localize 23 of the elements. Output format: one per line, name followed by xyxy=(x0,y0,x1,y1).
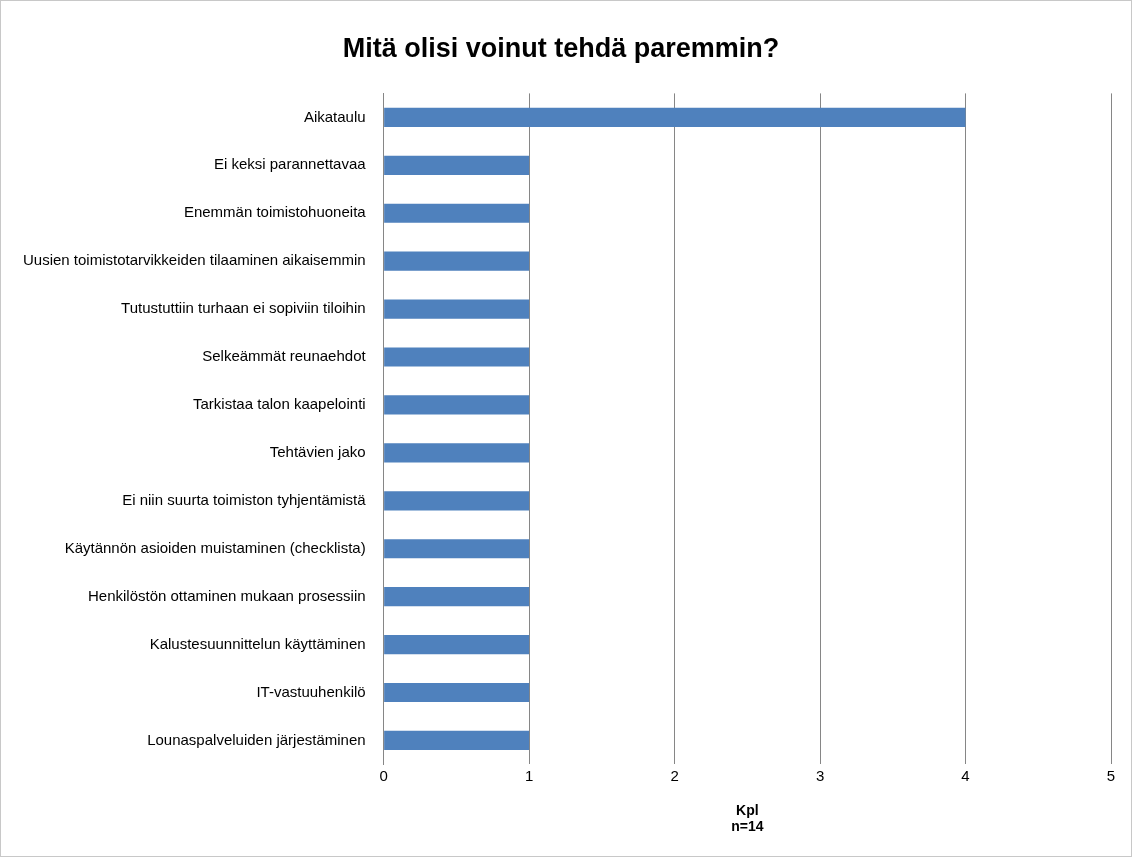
x-tick-label: 4 xyxy=(961,766,970,784)
y-tick-label: Aikataulu xyxy=(303,107,366,125)
y-tick-label: Tarkistaa talon kaapelointi xyxy=(193,395,366,413)
x-tick-label: 1 xyxy=(524,766,534,784)
y-tick-label: Lounaspalveluiden järjestäminen xyxy=(147,730,366,748)
y-tick-label: Kalustesuunnittelun käyttäminen xyxy=(149,634,366,652)
x-axis-title: Kpl xyxy=(736,801,759,818)
y-tick-label: Tutustuttiin turhaan ei sopiviin tiloihin xyxy=(121,299,366,317)
x-tick-label: 0 xyxy=(379,766,388,784)
y-tick-label: Selkeämmät reunaehdot xyxy=(202,347,367,365)
y-tick-label: Käytännön asioiden muistaminen (checklista) xyxy=(64,538,366,556)
text: n=14 xyxy=(731,818,764,835)
chart-title: Mitä olisi voinut tehdä paremmin? xyxy=(342,32,780,63)
x-tick-label: 5 xyxy=(1106,766,1116,784)
y-tick-label: Enemmän toimistohuoneita xyxy=(183,203,367,221)
y-tick-label: Uusien toimistotarvikkeiden tilaaminen aikaisemmin xyxy=(22,251,366,269)
y-tick-label: Tehtävien jako xyxy=(269,443,366,460)
y-tick-label: IT-vastuuhenkilö xyxy=(256,682,366,700)
x-tick-label: 3 xyxy=(815,766,825,784)
y-tick-label: Henkilöstön ottaminen mukaan prosessiin xyxy=(87,586,366,604)
y-tick-label: Ei keksi parannettavaa xyxy=(213,155,367,173)
y-tick-label: Ei niin suurta toimiston tyhjentämistä xyxy=(122,490,367,508)
x-tick-label: 2 xyxy=(670,766,679,784)
